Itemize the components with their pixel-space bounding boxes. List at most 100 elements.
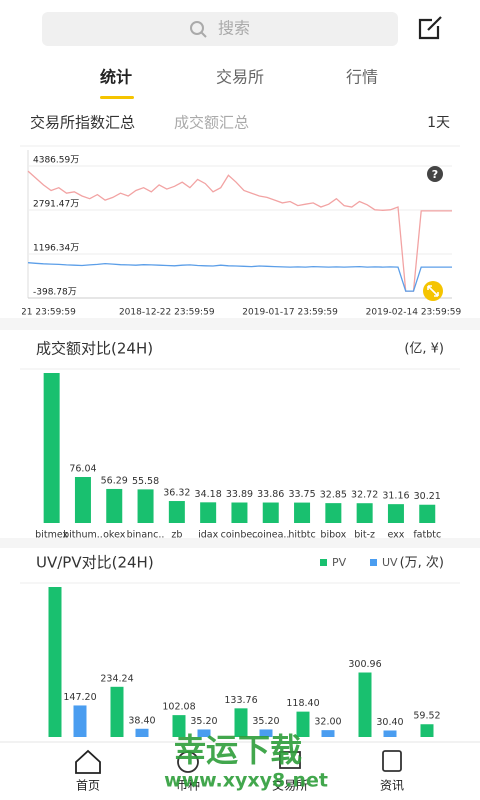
legend-label: PV	[332, 556, 347, 569]
divider	[0, 318, 480, 330]
line-series	[27, 170, 452, 292]
bar	[48, 587, 62, 737]
value-label: 133.76	[224, 695, 257, 706]
bar	[420, 724, 434, 737]
nav-icon	[177, 751, 199, 773]
bar	[234, 708, 248, 737]
bar	[358, 672, 372, 737]
nav-label[interactable]: 币种	[176, 779, 200, 793]
help-icon[interactable]	[427, 166, 443, 182]
y-tick-label: 2791.47万	[33, 199, 79, 209]
bar	[168, 501, 185, 523]
line-chart: 4386.59万 2791.47万 1196.34万 -398.78万 2018-11-…	[0, 150, 462, 318]
bar	[135, 728, 149, 737]
value-label: 33.75	[288, 489, 315, 500]
bar	[325, 503, 342, 523]
tab[interactable]: 交易所	[216, 68, 264, 87]
y-tick-label: -398.78万	[33, 288, 77, 298]
bar	[259, 729, 273, 737]
y-tick-label: 1196.34万	[33, 244, 79, 254]
x-tick-label: coinea..	[252, 530, 289, 541]
value-label: 59.52	[413, 711, 440, 722]
edit-icon[interactable]	[418, 16, 442, 40]
value-label: 300.96	[348, 659, 381, 670]
watermark: www.xyxy8.net	[164, 770, 328, 792]
value-label: 33.86	[257, 489, 284, 500]
x-tick-label: 2018-11-21 23:59:59	[0, 308, 76, 318]
x-tick-label: okex	[103, 530, 126, 541]
value-label: 56.29	[101, 475, 128, 486]
x-tick-label: idax	[198, 530, 218, 541]
x-tick-label: bibox	[320, 530, 346, 541]
watermark: 幸运下载	[174, 731, 302, 769]
value-label: 31.16	[382, 491, 409, 502]
value-label: 30.21	[414, 491, 441, 502]
value-label: 118.40	[286, 698, 319, 709]
bar	[231, 502, 248, 523]
tab[interactable]: 统计	[100, 68, 132, 87]
expand-icon	[427, 285, 439, 297]
bar	[356, 503, 373, 523]
x-tick-label: exx	[387, 530, 404, 541]
subtab[interactable]: 交易所指数汇总	[30, 114, 135, 132]
x-tick-label: fatbtc	[413, 530, 441, 541]
bar	[296, 711, 310, 737]
x-tick-label: zb	[171, 530, 182, 541]
y-tick-label: 4386.59万	[33, 156, 79, 166]
divider	[0, 538, 480, 548]
value-label: 76.04	[69, 464, 96, 475]
nav-icon	[279, 751, 301, 769]
value-label: 30.40	[376, 717, 403, 728]
search-icon	[200, 31, 207, 38]
bar	[74, 477, 91, 523]
legend-label: UV	[382, 556, 398, 569]
nav-label[interactable]: 交易所	[272, 778, 308, 793]
value-label: 234.24	[100, 673, 133, 684]
bar	[137, 489, 154, 523]
x-tick-label: coinbe..	[221, 530, 259, 541]
period[interactable]: 1天	[427, 115, 450, 131]
x-tick-label: 2018-12-22 23:59:59	[119, 308, 215, 318]
search-icon	[190, 21, 204, 35]
x-tick-label: 2019-02-14 23:59:59	[366, 308, 462, 318]
x-tick-label: 2019-01-17 23:59:59	[242, 308, 338, 318]
bar	[294, 502, 311, 523]
x-tick-label: binanc..	[127, 530, 165, 541]
value-label: 38.40	[128, 715, 155, 726]
x-tick-label: hitbtc	[288, 530, 315, 541]
bar	[419, 504, 436, 523]
chart-title: UV/PV对比(24H)	[36, 554, 154, 572]
x-tick-label: bitmex	[35, 530, 68, 541]
bar	[197, 729, 211, 737]
search-placeholder: 搜索	[218, 19, 250, 38]
line-series	[27, 262, 452, 292]
search-box[interactable]	[42, 12, 398, 46]
value-label: 102.08	[162, 702, 195, 713]
nav-label[interactable]: 资讯	[380, 779, 404, 793]
value-label: 35.20	[252, 716, 279, 727]
x-tick-label: bithum..	[63, 530, 103, 541]
subtab[interactable]: 成交额汇总	[174, 114, 249, 132]
x-tick-label: bit-z	[354, 530, 375, 541]
nav-icon	[382, 750, 402, 772]
nav-icon	[75, 749, 101, 774]
bar	[172, 715, 186, 737]
value-label: 34.18	[195, 489, 222, 500]
value-label: 35.20	[190, 716, 217, 727]
bar	[200, 502, 217, 523]
value-label: 32.85	[320, 490, 347, 501]
bar	[387, 504, 404, 523]
value-label: 33.89	[226, 489, 253, 500]
chart-unit: (亿, ¥)	[404, 342, 444, 357]
value-label: 32.00	[314, 717, 341, 728]
bar	[383, 730, 397, 737]
tab[interactable]: 行情	[346, 68, 378, 87]
value-label: 32.72	[351, 490, 378, 501]
bar	[321, 730, 335, 737]
legend-swatch	[370, 559, 377, 566]
nav-label[interactable]: 首页	[76, 779, 100, 793]
bar	[43, 373, 60, 523]
value-label: 147.20	[63, 692, 96, 703]
